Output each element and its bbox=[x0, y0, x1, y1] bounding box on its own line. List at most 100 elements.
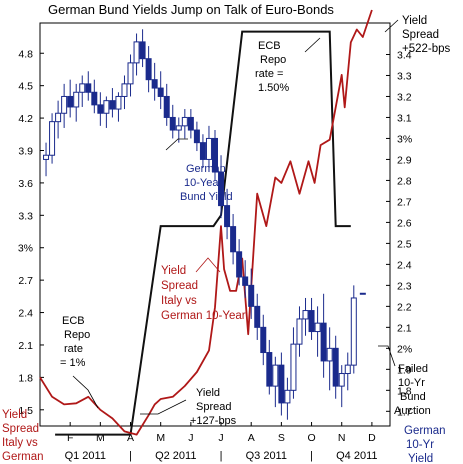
left-tick-label: 4.2 bbox=[18, 113, 33, 125]
candle-body bbox=[290, 343, 297, 391]
left-tick-label: 4.5 bbox=[18, 81, 33, 93]
right-tick-label: 1.8 bbox=[397, 385, 412, 397]
candle-body bbox=[109, 100, 116, 110]
right-tick-label: 3.4 bbox=[397, 49, 412, 61]
candle-body bbox=[205, 137, 212, 160]
candle-body bbox=[338, 373, 345, 387]
candle-body bbox=[97, 104, 104, 114]
spread-low-label: Yield Spread +127-bps bbox=[190, 387, 237, 427]
right-tick-label: 2.5 bbox=[397, 238, 412, 250]
quarter-separator: | bbox=[129, 450, 132, 462]
failed-auction-label: Failed 10-Yr Bund Auction bbox=[394, 363, 431, 417]
candle-body bbox=[151, 79, 158, 89]
bund-yield-label: German 10-Year Bund Yield bbox=[180, 163, 233, 203]
candle-body bbox=[320, 322, 327, 362]
candle-body bbox=[49, 121, 56, 156]
right-tick-label: 2.2 bbox=[397, 301, 412, 313]
yield-spread-line bbox=[39, 9, 373, 436]
candle-body bbox=[260, 326, 267, 354]
candle-body bbox=[79, 83, 86, 93]
candle-body bbox=[163, 95, 170, 118]
month-label: D bbox=[368, 432, 376, 444]
left-tick-label: 3% bbox=[18, 243, 33, 255]
candle-body bbox=[193, 129, 200, 144]
candle-body bbox=[67, 95, 74, 108]
candle-body bbox=[85, 83, 92, 93]
month-label: O bbox=[307, 432, 315, 444]
plot-frame bbox=[39, 22, 391, 427]
candle-body bbox=[314, 322, 321, 333]
yield-spread-path bbox=[39, 9, 373, 436]
ecb-repo-rate-line bbox=[55, 30, 351, 436]
right-tick-label: 2.4 bbox=[397, 259, 412, 271]
candle-body bbox=[254, 305, 261, 328]
candle-body bbox=[175, 125, 182, 131]
failed-auction-pointer bbox=[378, 345, 396, 367]
candle-body bbox=[121, 83, 128, 97]
candle-body bbox=[296, 318, 303, 345]
candle-body bbox=[248, 284, 255, 307]
month-label: M bbox=[96, 432, 105, 444]
month-label: M bbox=[156, 432, 165, 444]
candle-body bbox=[157, 87, 164, 97]
candle-body bbox=[218, 171, 225, 207]
right-axis: 3.4 3.3 3.2 3.1 3% 2.9 2.8 2.7 2.6 2.5 2.4 2.3 2.2 2.… bbox=[386, 49, 412, 418]
right-tick-label: 3.2 bbox=[397, 91, 412, 103]
left-tick-label: 2.7 bbox=[18, 275, 33, 287]
candle-body bbox=[224, 205, 231, 228]
spread-label-pointer bbox=[195, 257, 221, 273]
right-tick-label: 2.7 bbox=[397, 196, 412, 208]
right-tick-label: 3.1 bbox=[397, 112, 412, 124]
candle-body bbox=[55, 112, 62, 123]
candle-body bbox=[199, 142, 206, 160]
left-tick-label: 3.6 bbox=[18, 178, 33, 190]
candle-body bbox=[43, 154, 50, 160]
left-tick-label: 2.1 bbox=[18, 340, 33, 352]
month-label: J bbox=[218, 432, 223, 444]
candle-body bbox=[91, 91, 98, 106]
ecb-repo-rate-path bbox=[55, 30, 351, 436]
right-tick-label: 2% bbox=[397, 343, 412, 355]
candle-body bbox=[212, 137, 218, 173]
month-label: A bbox=[127, 432, 134, 444]
month-label: A bbox=[248, 432, 255, 444]
candle-body bbox=[127, 62, 134, 85]
left-tick-label: 2.4 bbox=[18, 308, 33, 320]
ecb-low-label: ECB Repo rate = 1% bbox=[60, 315, 93, 369]
candle-body bbox=[278, 364, 285, 404]
candle-body bbox=[332, 347, 339, 387]
candle-body bbox=[242, 276, 249, 286]
candle-body bbox=[236, 251, 243, 278]
right-tick-label: 3% bbox=[397, 133, 412, 145]
ecb-low-pointer bbox=[72, 375, 99, 409]
left-tick-label: 1.5 bbox=[18, 405, 33, 417]
right-tick-label: 1.7 bbox=[397, 406, 412, 418]
candle-body bbox=[302, 310, 309, 320]
candle-body bbox=[133, 41, 140, 64]
left-axis-legend: Yield Spread Italy vs German bbox=[2, 409, 44, 463]
quarter-label: Q4 2011 bbox=[336, 450, 377, 462]
month-label: S bbox=[278, 432, 285, 444]
bund-yield-candles bbox=[43, 29, 366, 420]
left-tick-label: 4.8 bbox=[18, 48, 33, 60]
quarter-separator: | bbox=[310, 450, 313, 462]
spread-end-label: Yield Spread +522-bps bbox=[402, 15, 451, 55]
candle-body bbox=[169, 116, 176, 131]
candle-body bbox=[230, 226, 237, 253]
month-label: J bbox=[188, 432, 193, 444]
left-axis: 4.8 4.5 4.2 3.9 3.6 3.3 3% 2.7 2.4 2.1 1.8 1.5 bbox=[18, 48, 44, 417]
right-tick-label: 2.8 bbox=[397, 175, 412, 187]
candle-body bbox=[272, 364, 279, 387]
right-tick-label: 3.3 bbox=[397, 70, 412, 82]
candle-body bbox=[115, 95, 122, 110]
candle-body bbox=[103, 100, 110, 114]
chart-title: German Bund Yields Jump on Talk of Euro-… bbox=[48, 2, 334, 17]
quarter-separator: | bbox=[220, 450, 223, 462]
left-tick-label: 3.3 bbox=[18, 210, 33, 222]
candle-body bbox=[326, 347, 333, 362]
left-tick-label: 3.9 bbox=[18, 145, 33, 157]
candle-body bbox=[181, 116, 188, 127]
right-tick-label: 2.1 bbox=[397, 322, 412, 334]
right-tick-label: 2.9 bbox=[397, 154, 412, 166]
